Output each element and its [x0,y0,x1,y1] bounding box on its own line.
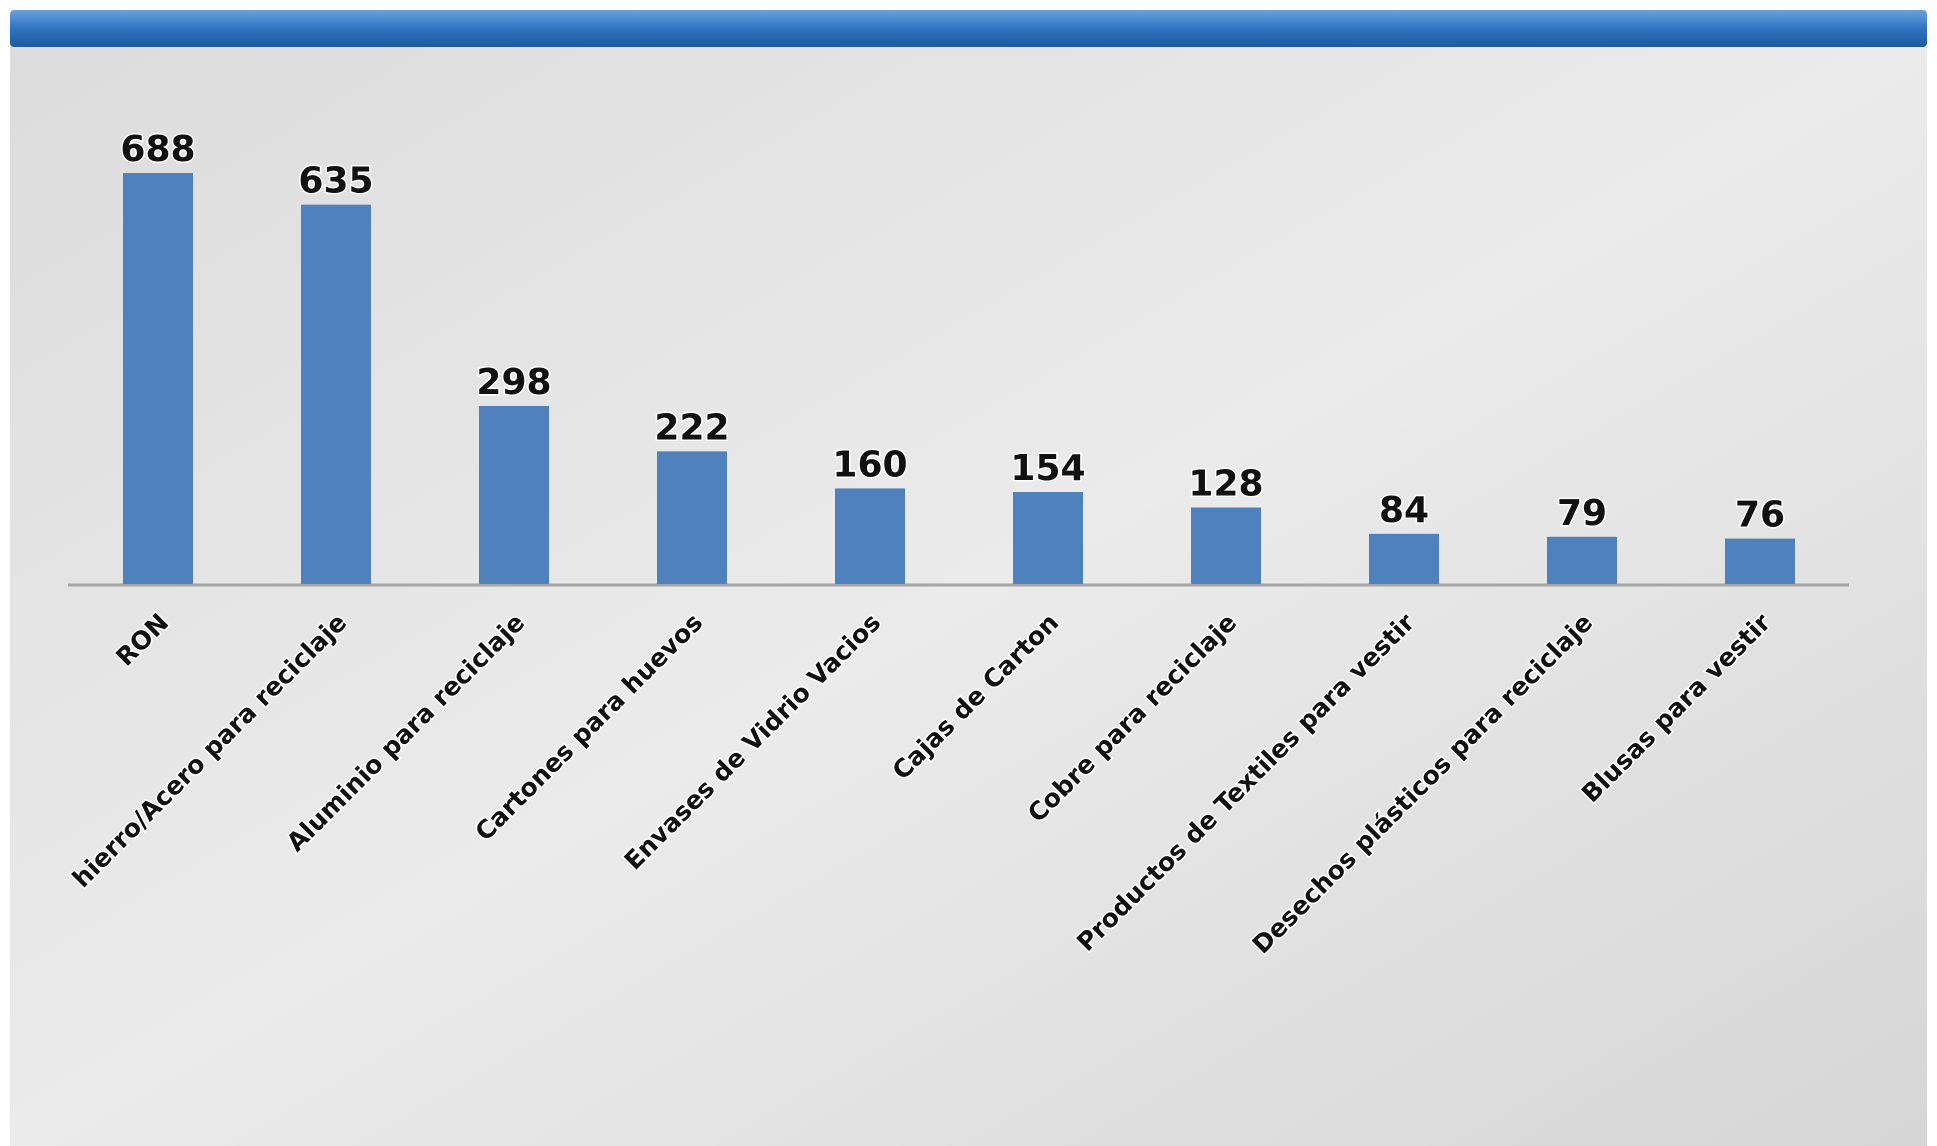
header-bar [10,10,1927,47]
value-label: 298 [476,362,551,403]
bar [1191,507,1261,584]
value-label: 160 [832,444,907,485]
bar [1547,536,1617,584]
bar [657,451,727,584]
value-label: 222 [654,407,729,448]
value-label: 84 [1379,490,1429,531]
value-label: 76 [1735,495,1785,536]
value-label: 128 [1188,464,1263,505]
value-label: 688 [120,129,195,170]
bar [479,405,549,584]
value-label: 79 [1557,493,1607,534]
bar [1725,538,1795,584]
value-label: 635 [298,161,373,202]
bar [1369,533,1439,584]
photo-background [10,40,1927,1146]
bar [123,173,193,584]
bar [301,204,371,585]
bar [1013,492,1083,584]
bar [835,488,905,584]
value-label: 154 [1010,448,1085,489]
